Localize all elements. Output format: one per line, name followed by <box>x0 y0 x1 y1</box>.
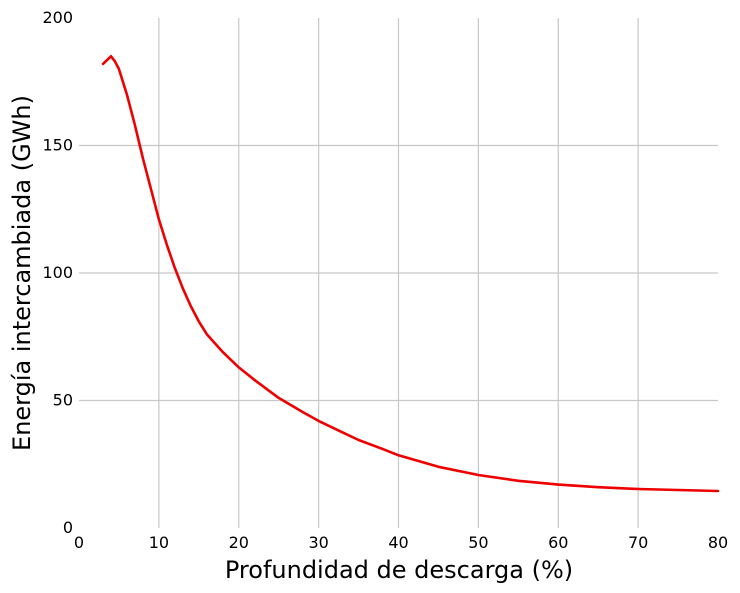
x-tick-label: 20 <box>229 533 249 552</box>
y-tick-label: 0 <box>63 518 73 537</box>
y-axis-label: Energía intercambiada (GWh) <box>8 95 36 451</box>
y-tick-label: 150 <box>42 136 73 155</box>
x-tick-label: 0 <box>74 533 84 552</box>
y-tick-label: 100 <box>42 263 73 282</box>
x-tick-label: 30 <box>308 533 328 552</box>
series-layer <box>101 54 720 493</box>
y-tick-label: 200 <box>42 8 73 27</box>
x-tick-label: 70 <box>628 533 648 552</box>
x-tick-label: 80 <box>708 533 728 552</box>
tick-labels: 0 10 20 30 40 50 60 70 80 0 50 100 150 200 <box>42 8 728 552</box>
y-tick-label: 50 <box>53 391 73 410</box>
x-tick-label: 60 <box>548 533 568 552</box>
x-axis-label: Profundidad de descarga (%) <box>225 556 573 584</box>
grid-lines <box>79 18 718 528</box>
x-tick-label: 10 <box>149 533 169 552</box>
x-tick-label: 50 <box>468 533 488 552</box>
x-tick-label: 40 <box>388 533 408 552</box>
series-line <box>101 54 720 493</box>
